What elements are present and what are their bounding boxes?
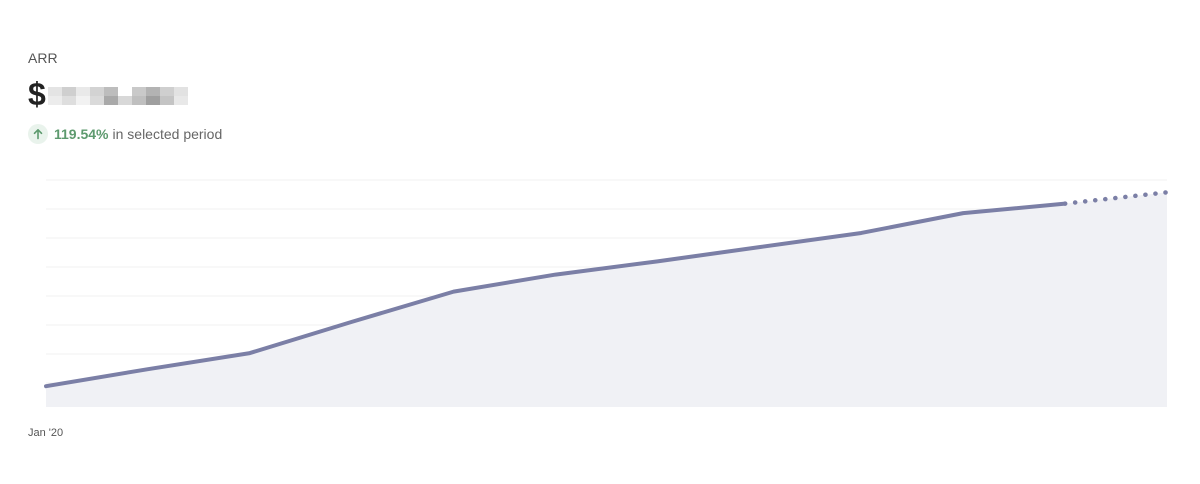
redaction-pixel	[103, 96, 118, 105]
redaction-pixel	[75, 87, 90, 96]
x-tick-label: Jan '20	[28, 427, 64, 439]
metric-value: $	[28, 76, 188, 112]
change-indicator: 119.54% in selected period	[28, 124, 222, 144]
redacted-value-mosaic	[47, 87, 188, 105]
change-percentage: 119.54%	[54, 126, 109, 142]
redaction-pixel	[131, 87, 146, 96]
redaction-pixel	[47, 87, 62, 96]
redaction-pixel	[145, 96, 160, 105]
change-suffix: in selected period	[112, 126, 223, 142]
redaction-pixel	[159, 96, 174, 105]
arrow-up-icon	[28, 124, 48, 144]
redaction-pixel	[61, 87, 76, 96]
arr-line	[44, 201, 1068, 389]
redaction-pixel	[61, 96, 76, 105]
redaction-pixel	[89, 87, 104, 96]
arr-area-chart	[44, 179, 1170, 407]
area-fill	[46, 192, 1167, 407]
redaction-pixel	[117, 96, 132, 105]
redaction-pixel	[159, 87, 174, 96]
redaction-pixel	[145, 87, 160, 96]
redaction-pixel	[75, 96, 90, 105]
forecast-line	[1062, 190, 1170, 206]
currency-symbol: $	[28, 76, 46, 112]
redaction-pixel	[89, 96, 104, 105]
redaction-pixel	[173, 87, 188, 96]
redaction-pixel	[131, 96, 146, 105]
metric-label: ARR	[28, 50, 58, 66]
redaction-pixel	[173, 96, 188, 105]
redaction-pixel	[103, 87, 118, 96]
redaction-pixel	[47, 96, 62, 105]
redaction-pixel	[117, 87, 132, 96]
